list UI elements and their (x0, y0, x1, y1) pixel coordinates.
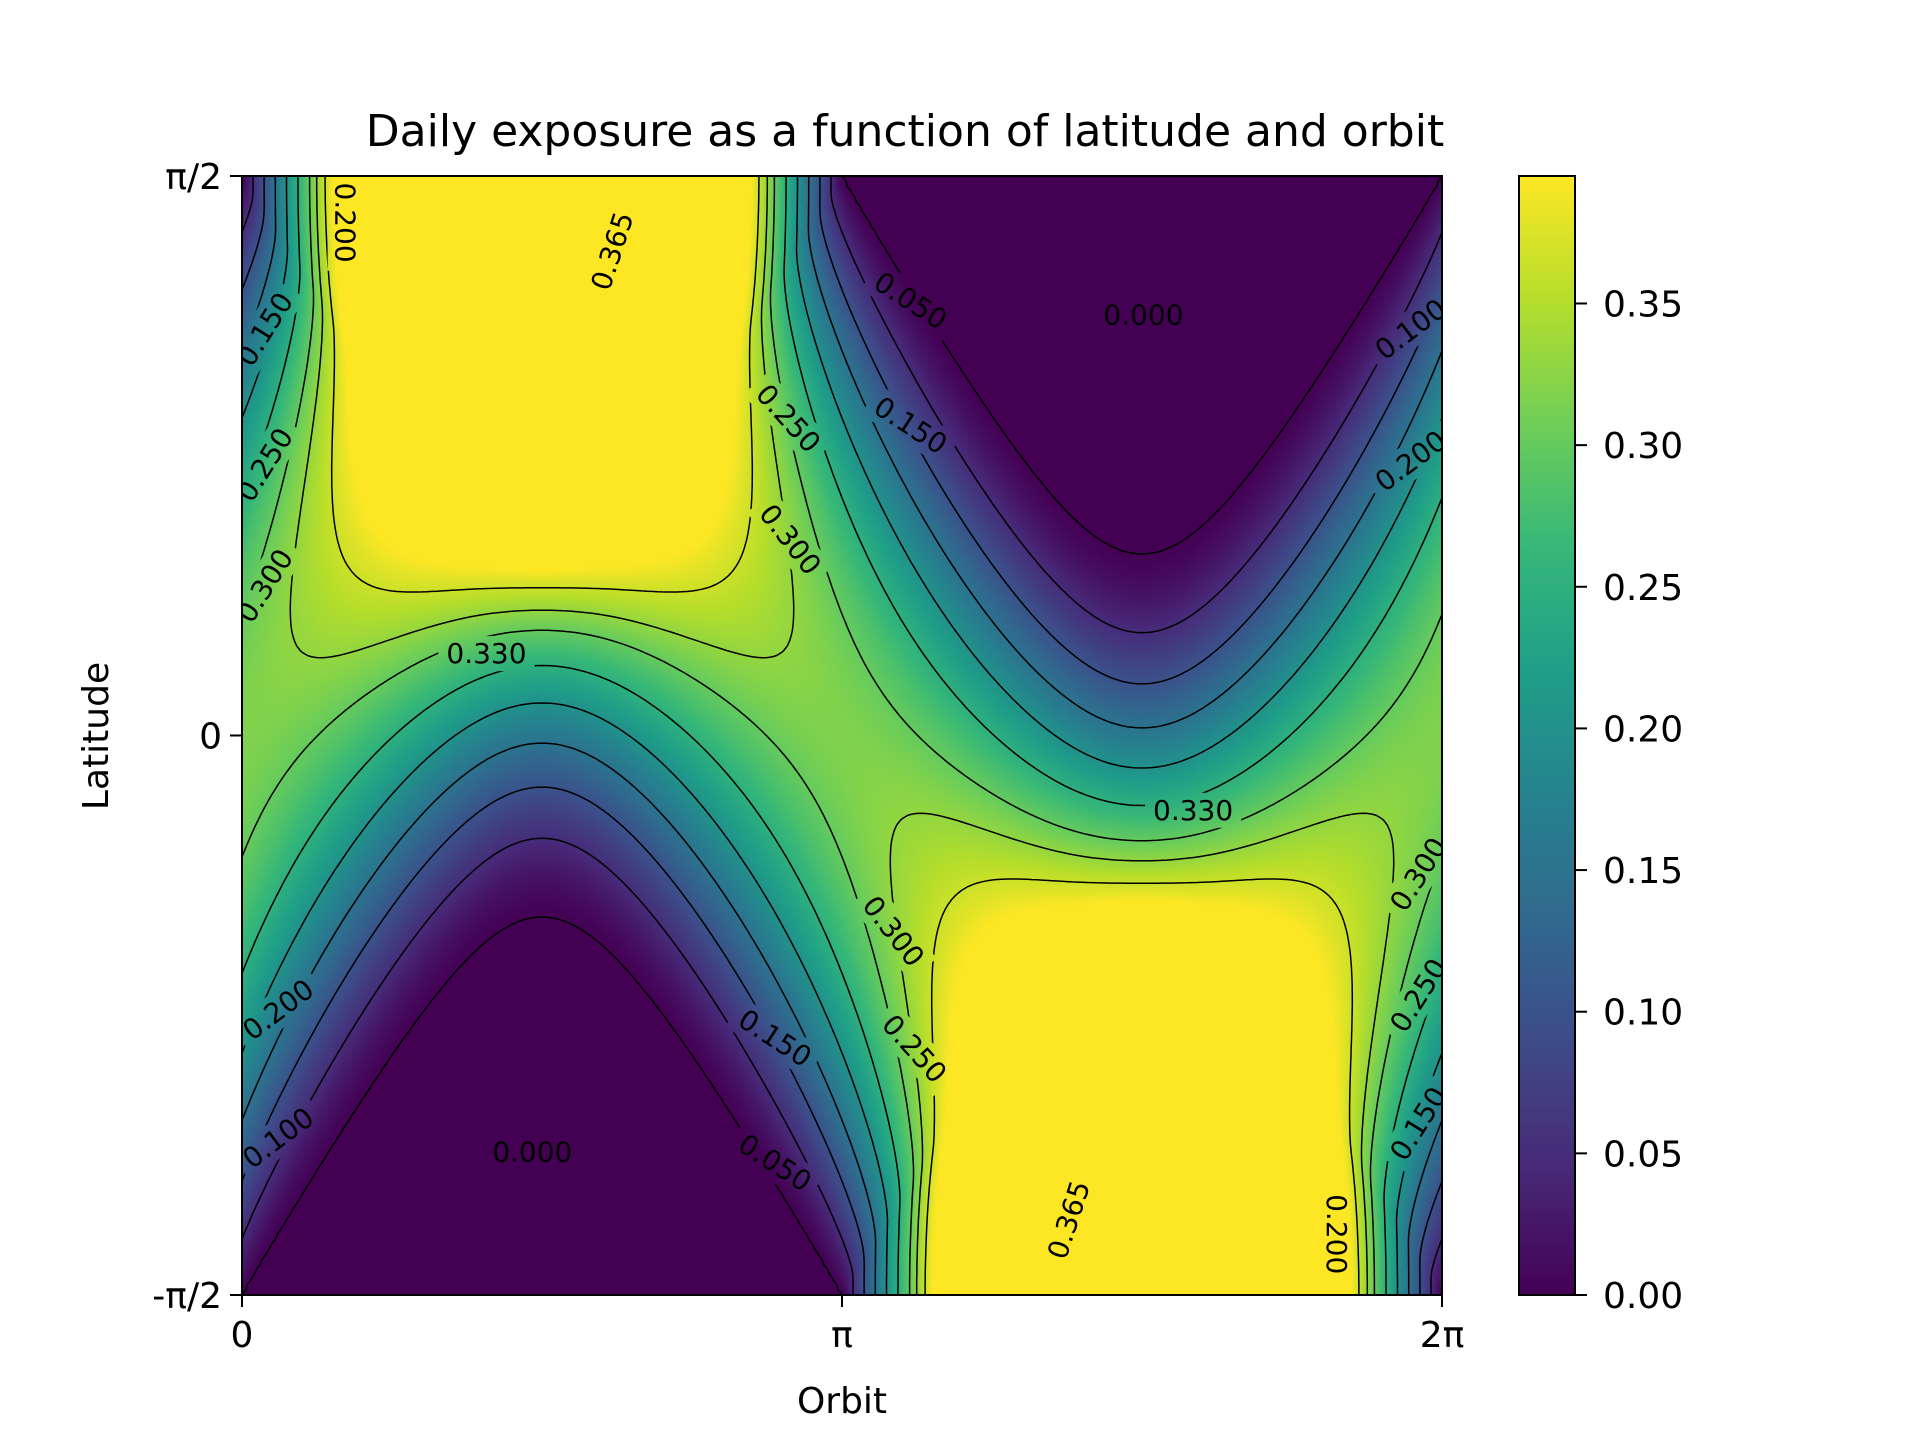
contour-line-0.250 (242, 176, 1442, 1295)
contour-label: 0.000 (492, 1136, 572, 1169)
heatmap-image (242, 176, 1442, 1295)
x-axis-ticks: 0 π 2π (231, 1295, 1465, 1356)
contour-label: 0.200 (329, 183, 362, 263)
contour-label: 0.200 (1320, 1194, 1353, 1274)
contour-line-0.365 (324, 176, 1360, 1295)
colorbar-tick-label: 0.20 (1603, 709, 1683, 750)
contour-label: 0.330 (446, 637, 526, 670)
contour-lines (242, 176, 1442, 1295)
y-tick-label: π/2 (165, 157, 222, 198)
contour-line-0.050 (242, 176, 1442, 1295)
colorbar-gradient (1518, 175, 1576, 1296)
contour-line-0.300 (242, 176, 1442, 1295)
y-axis-label: Latitude (76, 662, 117, 810)
contour-line-0.000 (242, 176, 1442, 1295)
x-tick-label: 0 (231, 1315, 254, 1356)
colorbar-tick-label: 0.30 (1603, 426, 1683, 467)
contour-line-0.150 (242, 176, 1442, 1295)
chart-title: Daily exposure as a function of latitude… (366, 106, 1444, 157)
contour-label: 0.000 (1103, 299, 1183, 332)
x-axis-label: Orbit (797, 1381, 887, 1422)
colorbar-tick-label: 0.00 (1603, 1276, 1683, 1317)
colorbar-tick-label: 0.25 (1603, 568, 1683, 609)
colorbar-tick-label: 0.10 (1603, 993, 1683, 1034)
colorbar: 0.00 0.05 0.10 0.15 0.20 0.25 0.30 0.35 (1518, 175, 1683, 1317)
y-tick-label: 0 (199, 717, 222, 758)
colorbar-ticks: 0.00 0.05 0.10 0.15 0.20 0.25 0.30 0.35 (1575, 284, 1683, 1317)
contour-line-0.100 (242, 176, 1442, 1295)
y-tick-label: -π/2 (152, 1276, 222, 1317)
contour-label: 0.330 (1153, 794, 1233, 827)
contour-line-0.330 (289, 176, 1395, 1295)
colorbar-tick-label: 0.35 (1603, 284, 1683, 325)
y-axis-ticks: -π/2 0 π/2 (152, 157, 242, 1317)
colorbar-tick-label: 0.15 (1603, 851, 1683, 892)
x-tick-label: π (831, 1315, 853, 1356)
colorbar-tick-label: 0.05 (1603, 1134, 1683, 1175)
contour-line-0.200 (242, 176, 1442, 1295)
x-tick-label: 2π (1420, 1315, 1465, 1356)
